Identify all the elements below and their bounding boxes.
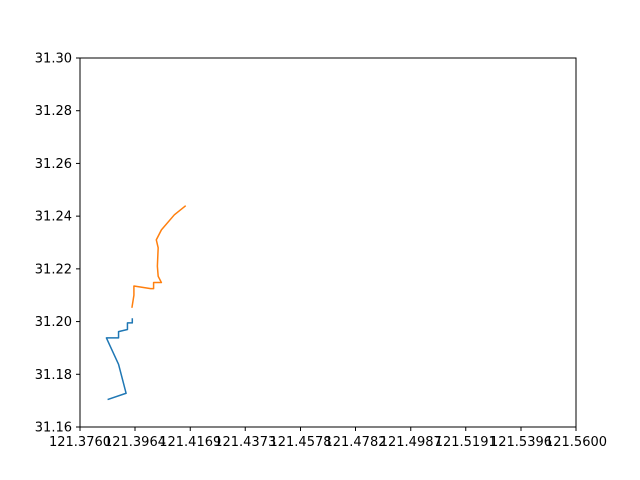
y-tick-label: 31.26: [35, 157, 72, 172]
x-tick-label: 121.4578: [269, 435, 331, 450]
y-tick-label: 31.20: [35, 315, 72, 330]
y-tick-label: 31.22: [35, 262, 72, 277]
x-tick-label: 121.4987: [380, 435, 442, 450]
x-tick-label: 121.5191: [435, 435, 497, 450]
y-tick-label: 31.18: [35, 368, 72, 383]
series-line-1: [105, 318, 134, 401]
y-tick-label: 31.30: [35, 52, 72, 67]
x-tick-label: 121.4782: [324, 435, 386, 450]
x-tick-label: 121.3964: [104, 435, 166, 450]
x-tick-label: 121.4169: [159, 435, 221, 450]
x-tick-label: 121.4373: [214, 435, 276, 450]
x-tick-label: 121.3760: [49, 435, 111, 450]
x-tick-label: 121.5600: [545, 435, 607, 450]
x-axis: 121.3760121.3964121.4169121.4373121.4578…: [49, 427, 607, 450]
x-tick-label: 121.5396: [490, 435, 552, 450]
y-tick-label: 31.24: [35, 210, 72, 225]
plot-frame: [79, 57, 577, 428]
y-tick-label: 31.16: [35, 421, 72, 436]
series-layer: [105, 205, 187, 401]
series-line-2: [131, 205, 187, 308]
y-tick-label: 31.28: [35, 104, 72, 119]
y-axis: 31.16 31.18 31.20 31.22 31.24 31.26 31.28 31.30: [35, 52, 80, 436]
